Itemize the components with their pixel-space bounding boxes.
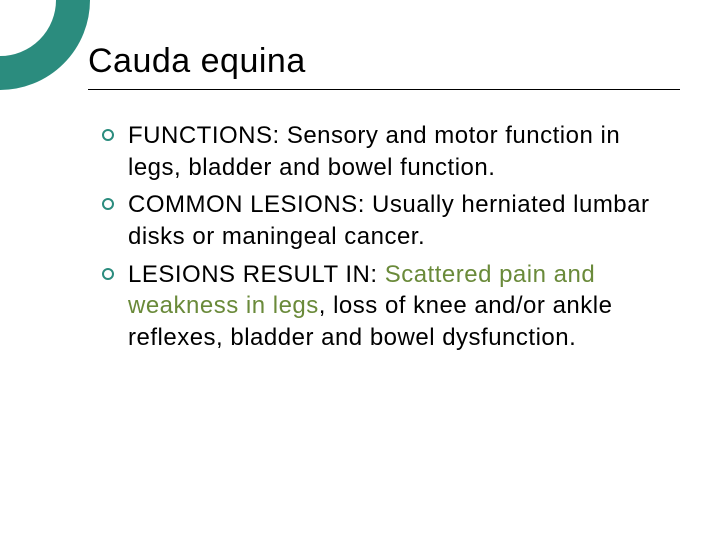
list-item: FUNCTIONS: Sensory and motor function in… bbox=[102, 120, 676, 183]
bullet-prefix: LESIONS RESULT IN: bbox=[128, 261, 385, 288]
bullet-circle-icon bbox=[102, 268, 114, 280]
bullet-list: FUNCTIONS: Sensory and motor function in… bbox=[88, 120, 680, 354]
bullet-text: FUNCTIONS: Sensory and motor function in… bbox=[128, 120, 676, 183]
bullet-prefix: FUNCTIONS: bbox=[128, 122, 287, 149]
bullet-prefix: COMMON LESIONS: bbox=[128, 191, 372, 218]
bullet-text: COMMON LESIONS: Usually herniated lumbar… bbox=[128, 189, 676, 252]
corner-ring-decoration bbox=[0, 0, 90, 90]
page-title: Cauda equina bbox=[88, 42, 680, 90]
list-item: COMMON LESIONS: Usually herniated lumbar… bbox=[102, 189, 676, 252]
bullet-circle-icon bbox=[102, 198, 114, 210]
list-item: LESIONS RESULT IN: Scattered pain and we… bbox=[102, 259, 676, 354]
bullet-circle-icon bbox=[102, 129, 114, 141]
bullet-text: LESIONS RESULT IN: Scattered pain and we… bbox=[128, 259, 676, 354]
slide-content: Cauda equina FUNCTIONS: Sensory and moto… bbox=[88, 42, 680, 522]
